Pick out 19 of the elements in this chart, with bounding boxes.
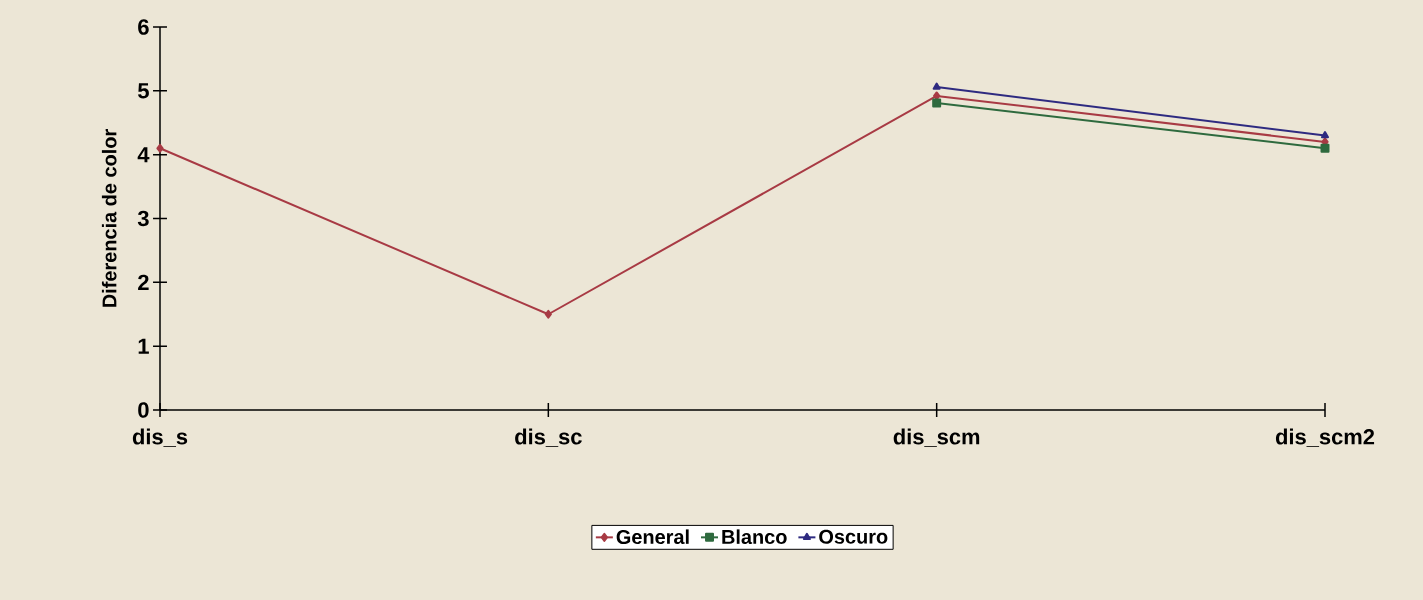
y-tick-label: 5 [137,83,149,99]
y-tick-label: 1 [138,338,149,354]
point [1320,143,1330,153]
legend-label: Blanco [722,529,787,545]
x-tick-label: dis_sc [515,428,582,448]
x-tick-label: dis_s [132,428,188,448]
point [156,143,164,153]
y-tick-label: 3 [137,210,149,227]
point [544,309,552,319]
x-tick-label: dis_scm2 [1275,428,1375,448]
y-tick-label: 4 [137,147,150,163]
point [932,98,942,108]
y-tick-label: 6 [138,19,149,35]
y-axis-title: Diferencia de color [101,129,117,307]
legend-label: Oscuro [819,529,888,544]
legend-label: General [616,529,689,545]
y-tick-label: 2 [138,274,149,290]
y-tick-label: 0 [138,402,149,418]
x-tick-label: dis_scm [893,428,980,448]
